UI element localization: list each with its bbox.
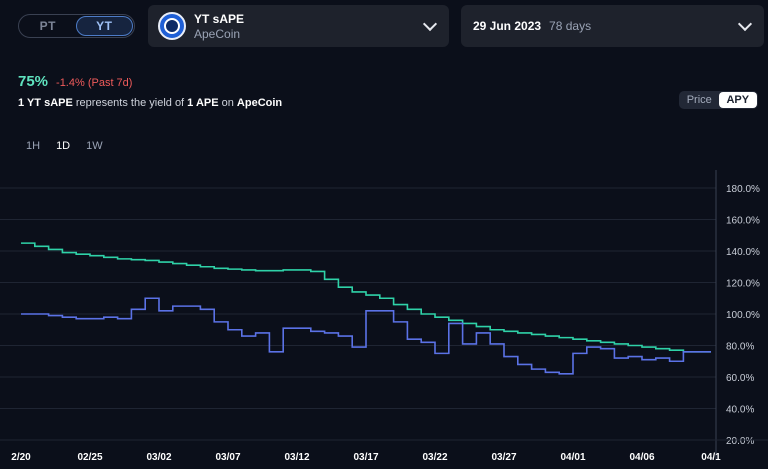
pt-tab[interactable]: PT <box>39 19 56 33</box>
x-tick-label: 03/27 <box>491 452 516 463</box>
yt-tab[interactable]: YT <box>75 16 133 36</box>
apy-chart: 20.0% 40.0% 60.0% 80.0% 100.0% 120.0% 140.0% 16… <box>0 170 768 463</box>
chevron-down-icon <box>737 16 753 32</box>
y-tick-label: 60.0% <box>726 373 754 384</box>
price-apy-toggle: Price APY <box>679 91 758 109</box>
ape-coin-icon <box>158 12 186 40</box>
yield-description: 1 YT sAPE represents the yield of 1 APE … <box>18 97 282 109</box>
apy-change: -1.4% (Past 7d) <box>56 77 133 89</box>
desc-text-on: on <box>218 97 237 109</box>
x-tick-label: 04/1 <box>701 452 721 463</box>
x-tick-label: 03/22 <box>422 452 447 463</box>
x-tick-label: 02/25 <box>77 452 102 463</box>
maturity-days: 78 days <box>549 19 592 33</box>
y-tick-label: 80.0% <box>726 342 754 353</box>
x-tick-label: 04/01 <box>560 452 585 463</box>
y-tick-label: 20.0% <box>726 436 754 447</box>
x-tick-label: 03/17 <box>353 452 378 463</box>
underlying-apy-line <box>21 297 711 375</box>
timeframe-selector: 1H 1D 1W <box>26 140 103 152</box>
desc-protocol: ApeCoin <box>236 97 283 109</box>
apy-summary: 75% -1.4% (Past 7d) <box>18 73 132 90</box>
timeframe-1d[interactable]: 1D <box>56 140 71 152</box>
maturity-date: 29 Jun 2023 <box>473 19 542 33</box>
timeframe-1w[interactable]: 1W <box>86 140 103 152</box>
apy-value: 75% <box>18 73 49 90</box>
asset-dropdown[interactable]: YT sAPE ApeCoin <box>148 5 449 47</box>
x-tick-label: 03/02 <box>146 452 171 463</box>
x-tick-label: 04/06 <box>629 452 654 463</box>
maturity-dropdown[interactable]: 29 Jun 2023 78 days <box>461 5 764 47</box>
implied-apy-line <box>21 242 711 353</box>
y-tick-label: 180.0% <box>726 184 760 195</box>
asset-subtitle: ApeCoin <box>194 26 241 41</box>
y-tick-label: 160.0% <box>726 216 760 227</box>
desc-underlying: 1 APE <box>187 97 219 109</box>
price-option[interactable]: Price <box>686 94 712 106</box>
token-type-toggle: PT YT <box>18 14 135 38</box>
x-tick-label: 03/07 <box>215 452 240 463</box>
x-tick-label: 03/12 <box>284 452 309 463</box>
y-tick-label: 120.0% <box>726 279 760 290</box>
desc-text: represents the yield of <box>72 97 188 109</box>
asset-name: YT sAPE <box>194 11 245 26</box>
desc-token: 1 YT sAPE <box>18 97 73 109</box>
y-tick-label: 40.0% <box>726 405 754 416</box>
x-tick-label: 2/20 <box>11 452 31 463</box>
apy-option[interactable]: APY <box>718 92 757 108</box>
chevron-down-icon <box>422 16 438 32</box>
timeframe-1h[interactable]: 1H <box>26 140 41 152</box>
y-tick-label: 140.0% <box>726 247 760 258</box>
y-tick-label: 100.0% <box>726 310 760 321</box>
